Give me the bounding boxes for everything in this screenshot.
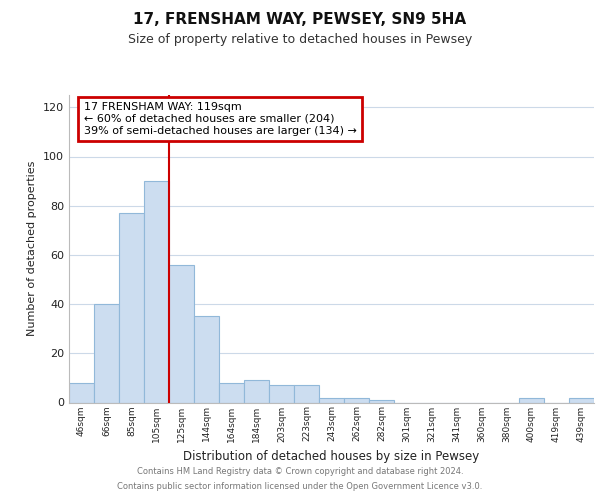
Bar — [369, 400, 394, 402]
Bar — [319, 398, 344, 402]
Bar — [144, 181, 169, 402]
Bar — [94, 304, 119, 402]
Bar — [69, 383, 94, 402]
Bar — [519, 398, 544, 402]
Bar — [219, 383, 244, 402]
Bar — [569, 398, 594, 402]
Bar — [344, 398, 369, 402]
X-axis label: Distribution of detached houses by size in Pewsey: Distribution of detached houses by size … — [184, 450, 479, 463]
Text: Contains public sector information licensed under the Open Government Licence v3: Contains public sector information licen… — [118, 482, 482, 491]
Bar — [119, 213, 144, 402]
Text: 17, FRENSHAM WAY, PEWSEY, SN9 5HA: 17, FRENSHAM WAY, PEWSEY, SN9 5HA — [133, 12, 467, 28]
Y-axis label: Number of detached properties: Number of detached properties — [28, 161, 37, 336]
Bar — [294, 386, 319, 402]
Bar — [244, 380, 269, 402]
Bar — [194, 316, 219, 402]
Bar — [269, 386, 294, 402]
Text: Contains HM Land Registry data © Crown copyright and database right 2024.: Contains HM Land Registry data © Crown c… — [137, 467, 463, 476]
Text: Size of property relative to detached houses in Pewsey: Size of property relative to detached ho… — [128, 32, 472, 46]
Text: 17 FRENSHAM WAY: 119sqm
← 60% of detached houses are smaller (204)
39% of semi-d: 17 FRENSHAM WAY: 119sqm ← 60% of detache… — [84, 102, 357, 136]
Bar — [169, 264, 194, 402]
